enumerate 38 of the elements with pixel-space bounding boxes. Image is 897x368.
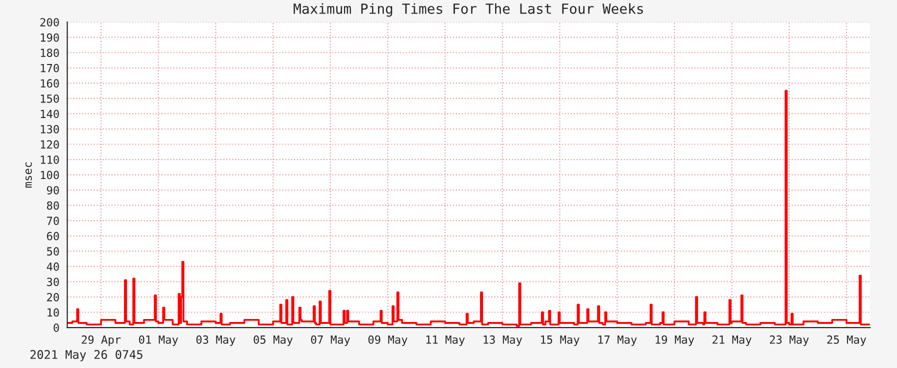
y-tick-label: 30 (47, 278, 59, 286)
x-tick-label: 13 May (484, 335, 522, 346)
y-tick-label: 140 (40, 110, 59, 118)
y-tick-label: 200 (40, 18, 59, 26)
x-tick-label: 19 May (656, 335, 694, 346)
y-tick-label: 80 (46, 201, 59, 210)
y-tick-label: 90 (46, 186, 59, 194)
y-tick-label: 170 (40, 64, 59, 72)
x-tick-label: 01 May (139, 335, 178, 346)
y-tick-label: 160 (40, 79, 59, 88)
x-tick-label: 07 May (311, 335, 350, 346)
y-tick-label: 20 (47, 292, 59, 302)
y-tick-label: 100 (40, 170, 59, 180)
y-tick-label: 150 (40, 94, 59, 103)
x-tick-label: 17 May (598, 336, 637, 346)
y-tick-label: 180 (40, 48, 59, 58)
y-tick-label: 110 (40, 156, 59, 164)
y-tick-label: 0 (54, 324, 59, 332)
y-tick-label: 50 (47, 247, 59, 256)
y-tick-label: 130 (40, 124, 59, 134)
x-tick-label: 09 May (368, 335, 408, 346)
x-tick-label: 25 May (827, 335, 866, 346)
x-tick-label: 05 May (254, 335, 293, 346)
x-tick-label: 29 Apr (82, 335, 121, 346)
x-tick-label: 21 May (712, 335, 752, 346)
y-tick-label: 60 (46, 232, 59, 240)
y-tick-label: 40 (46, 262, 59, 271)
y-axis-title: msec (25, 162, 32, 188)
y-tick-label: 10 (48, 308, 59, 317)
y-tick-label: 120 (40, 140, 59, 149)
x-tick-label: 15 May (541, 336, 580, 346)
x-tick-label: 23 May (770, 335, 809, 346)
y-tick-label: 190 (40, 33, 59, 42)
chart-title: Maximum Ping Times For The Last Four Weeks (294, 3, 643, 17)
y-tick-label: 70 (47, 216, 59, 226)
text: 2021 May 26 0745 (30, 350, 142, 362)
x-tick-label: 03 May (196, 335, 236, 346)
x-tick-label: 11 May (426, 336, 465, 346)
